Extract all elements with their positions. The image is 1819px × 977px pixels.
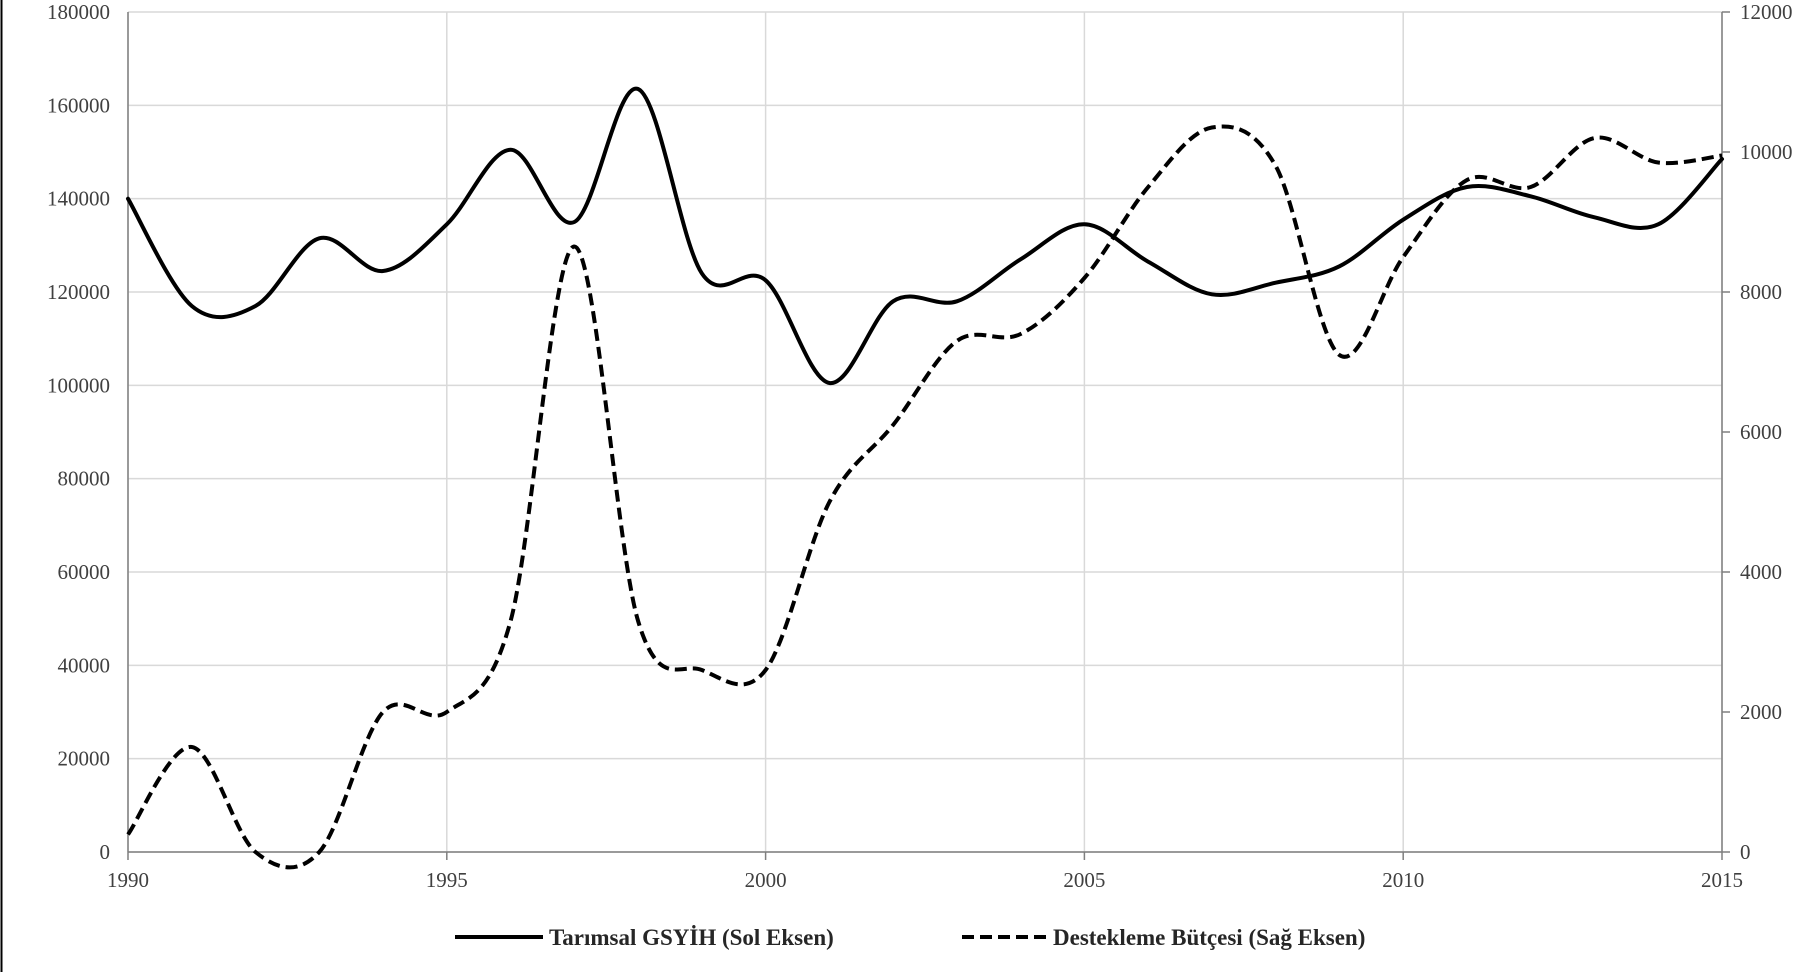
y-left-tick-label: 160000 [47,93,110,117]
y-left-tick-label: 120000 [47,280,110,304]
y-left-tick-label: 40000 [58,653,111,677]
legend-label: Destekleme Bütçesi (Sağ Eksen) [1053,925,1365,950]
x-tick-label: 1990 [107,868,149,892]
y-left-tick-label: 100000 [47,373,110,397]
series-line-destekleme-butcesi [126,124,1723,870]
legend-label: Tarımsal GSYİH (Sol Eksen) [549,925,834,950]
y-right-tick-label: 4000 [1740,560,1782,584]
y-left-tick-label: 60000 [58,560,111,584]
y-right-tick-label: 0 [1740,840,1751,864]
axes: 0200004000060000800001000001200001400001… [47,0,1793,892]
x-tick-label: 2010 [1382,868,1424,892]
x-tick-label: 2005 [1063,868,1105,892]
y-right-tick-label: 2000 [1740,700,1782,724]
y-left-tick-label: 0 [100,840,111,864]
legend: Tarımsal GSYİH (Sol Eksen) Destekleme Büt… [455,925,1365,950]
x-tick-label: 1995 [426,868,468,892]
x-tick-label: 2000 [745,868,787,892]
y-right-tick-label: 12000 [1740,0,1793,24]
y-left-tick-label: 80000 [58,467,111,491]
y-left-tick-label: 140000 [47,187,110,211]
x-tick-label: 2015 [1701,868,1743,892]
y-left-tick-label: 20000 [58,747,111,771]
y-left-tick-label: 180000 [47,0,110,24]
y-right-tick-label: 10000 [1740,140,1793,164]
series-line-tarimsal-gsyih [126,86,1724,385]
y-right-tick-label: 8000 [1740,280,1782,304]
series-lines [126,86,1724,870]
y-right-tick-label: 6000 [1740,420,1782,444]
